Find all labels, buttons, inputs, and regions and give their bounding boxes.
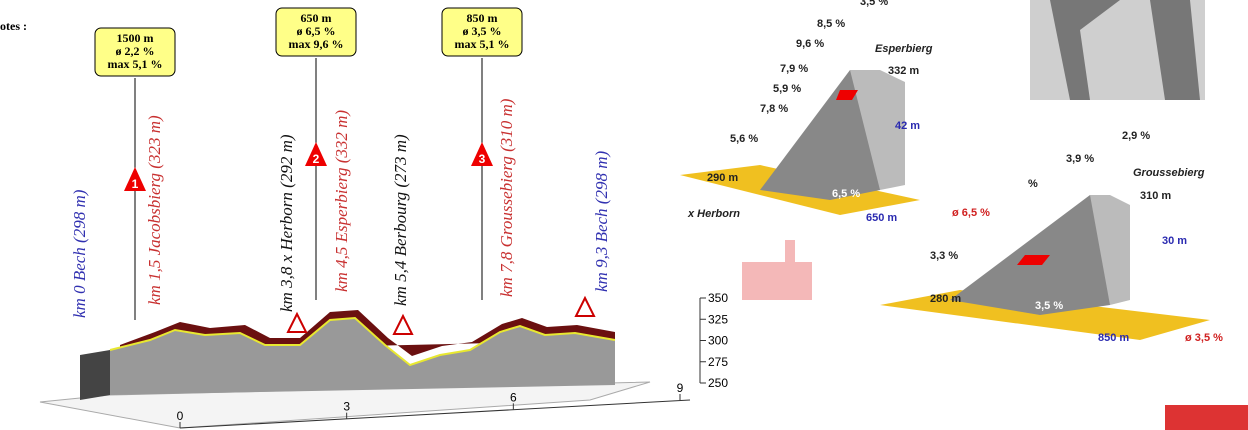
detail-text: 280 m bbox=[930, 293, 961, 305]
photo-shape bbox=[1050, 0, 1200, 100]
climb-max: max 5,1 % bbox=[455, 37, 510, 51]
waypoint-label: km 1,5 Jacobsbierg (323 m) bbox=[145, 115, 164, 305]
y-tick-label: 300 bbox=[708, 334, 728, 348]
detail-text: x Herborn bbox=[687, 208, 740, 220]
climb-number: 3 bbox=[479, 152, 486, 166]
detail-text: 3,5 % bbox=[1035, 300, 1063, 312]
climb-avg: ø 3,5 % bbox=[463, 24, 502, 38]
detail-text: 3,9 % bbox=[1066, 153, 1094, 165]
y-tick-label: 325 bbox=[708, 312, 728, 326]
detail-text: ø 6,5 % bbox=[952, 207, 990, 219]
x-tick-label: 6 bbox=[510, 390, 517, 404]
climb-max: max 9,6 % bbox=[289, 37, 344, 51]
waypoint-label: km 0 Bech (298 m) bbox=[70, 189, 89, 318]
detail-text: 310 m bbox=[1140, 190, 1171, 202]
detail-text: 7,8 % bbox=[760, 103, 788, 115]
waypoint-label: km 5,4 Berbourg (273 m) bbox=[391, 134, 410, 306]
climb-box bbox=[441, 7, 523, 57]
icon bbox=[1165, 405, 1248, 430]
header-label: otes : bbox=[0, 19, 27, 33]
detail-text: ø 3,5 % bbox=[1185, 332, 1223, 344]
detail-text: 8,5 % bbox=[817, 18, 845, 30]
detail-text: 30 m bbox=[1162, 235, 1187, 247]
climb-length: 850 m bbox=[467, 11, 498, 25]
y-tick-label: 275 bbox=[708, 355, 728, 369]
climb-avg: ø 2,2 % bbox=[116, 44, 155, 58]
climb-box bbox=[275, 7, 357, 57]
climb-number: 2 bbox=[313, 152, 320, 166]
y-tick-label: 350 bbox=[708, 291, 728, 305]
detail-text: 5,6 % bbox=[730, 133, 758, 145]
detail-text: 9,6 % bbox=[796, 38, 824, 50]
x-axis bbox=[179, 399, 691, 429]
climb-marker bbox=[471, 142, 493, 166]
detail-text: 2,9 % bbox=[1122, 130, 1150, 142]
profile-area bbox=[110, 318, 615, 395]
climb-number: 1 bbox=[132, 177, 139, 191]
detail-text: 6,5 % bbox=[832, 188, 860, 200]
detail-text: 42 m bbox=[895, 120, 920, 132]
x-tick-label: 0 bbox=[177, 409, 184, 423]
detail-text: 650 m bbox=[866, 212, 897, 224]
climb-box bbox=[94, 27, 176, 77]
arrow bbox=[742, 240, 812, 300]
climb-marker bbox=[124, 167, 146, 191]
waypoint-label: km 3,8 x Herborn (292 m) bbox=[277, 134, 296, 312]
y-tick-label: 250 bbox=[708, 376, 728, 390]
detail-text: 5,9 % bbox=[773, 83, 801, 95]
waypoint-label: km 9,3 Bech (298 m) bbox=[592, 151, 611, 292]
climb-avg: ø 6,5 % bbox=[297, 24, 336, 38]
waypoint-label: km 7,8 Groussebierg (310 m) bbox=[497, 98, 516, 297]
detail-diagram bbox=[680, 70, 1210, 340]
detail-text: 290 m bbox=[707, 172, 738, 184]
profile-side bbox=[80, 350, 110, 400]
climb-max: max 5,1 % bbox=[108, 57, 163, 71]
road-signs bbox=[286, 295, 596, 335]
detail-text: 3,3 % bbox=[930, 250, 958, 262]
detail-text: Esperbierg bbox=[875, 43, 933, 55]
detail-text: 850 m bbox=[1098, 332, 1129, 344]
x-tick-label: 9 bbox=[677, 381, 684, 395]
profile-line bbox=[109, 316, 616, 367]
detail-text: 3,5 % bbox=[860, 0, 888, 8]
detail-text: % bbox=[1028, 178, 1038, 190]
x-tick-label: 3 bbox=[343, 400, 350, 414]
waypoint-label: km 4,5 Esperbierg (332 m) bbox=[332, 110, 351, 292]
climb-length: 1500 m bbox=[117, 31, 154, 45]
detail-text: 332 m bbox=[888, 65, 919, 77]
detail-text: 7,9 % bbox=[780, 63, 808, 75]
climb-length: 650 m bbox=[301, 11, 332, 25]
climb-marker bbox=[305, 142, 327, 166]
detail-text: Groussebierg bbox=[1133, 167, 1205, 179]
